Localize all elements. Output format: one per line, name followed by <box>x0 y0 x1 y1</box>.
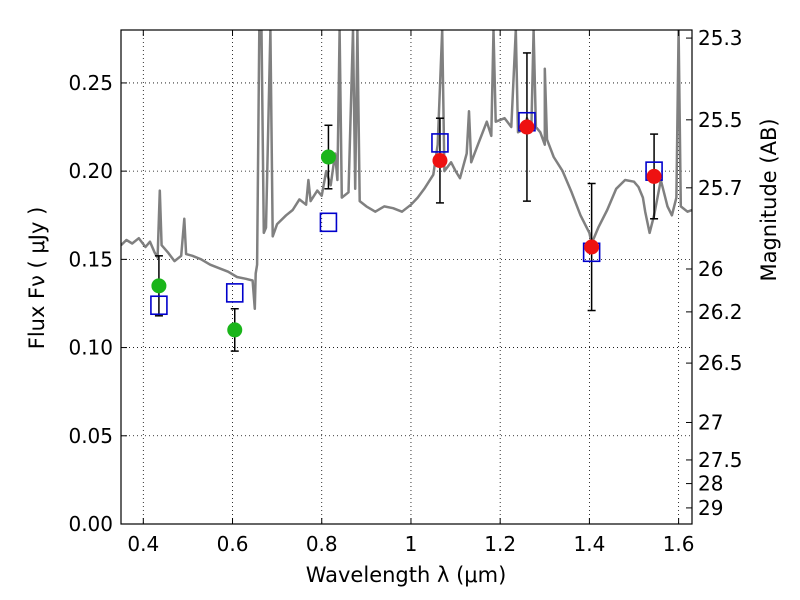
magnitude-tick-label: 25.5 <box>698 108 743 132</box>
y-tick-label: 0.25 <box>68 71 113 95</box>
data-point <box>646 168 662 184</box>
y-tick-label: 0.10 <box>68 336 113 360</box>
magnitude-tick-label: 28 <box>698 472 723 496</box>
model-square <box>150 295 168 316</box>
data-point <box>519 119 535 135</box>
y-tick-label: 0.00 <box>68 512 113 536</box>
ticks <box>121 30 692 525</box>
y-tick-label: 0.20 <box>68 159 113 183</box>
model-spectrum-line <box>121 30 692 311</box>
y-tick-labels: 0.00 0.05 0.10 0.15 0.20 0.25 <box>68 71 113 536</box>
magnitude-tick-label: 26 <box>698 257 723 281</box>
x-tick-labels: 0.4 0.6 0.8 1 1.2 1.4 1.6 <box>127 532 694 556</box>
magnitude-axis-label: Magnitude (AB) <box>757 118 781 281</box>
y-axis-label: Flux Fν ( μJy ) <box>25 207 49 350</box>
data-point <box>320 149 336 165</box>
x-tick-label: 1.4 <box>573 532 605 556</box>
x-axis-label: Wavelength λ (μm) <box>306 563 507 587</box>
x-tick-label: 0.8 <box>306 532 338 556</box>
model-square <box>431 133 449 153</box>
x-tick-label: 1 <box>405 532 418 556</box>
data-point <box>584 239 600 255</box>
magnitude-tick-label: 26.5 <box>698 351 743 375</box>
data-point <box>227 322 243 338</box>
plot-frame <box>120 29 693 525</box>
model-square <box>319 212 338 233</box>
x-tick-label: 0.6 <box>217 532 249 556</box>
markers <box>150 111 663 338</box>
model-spectrum <box>121 30 692 311</box>
x-tick-label: 0.4 <box>127 532 159 556</box>
magnitude-tick-label: 25.3 <box>698 26 743 50</box>
magnitude-tick-label: 27.5 <box>698 448 743 472</box>
magnitude-tick-label: 27 <box>698 410 723 434</box>
data-point <box>432 153 448 169</box>
magnitude-tick-label: 26.2 <box>698 300 743 324</box>
y-tick-label: 0.05 <box>68 424 113 448</box>
grid <box>121 30 692 525</box>
x-tick-label: 1.6 <box>663 532 695 556</box>
model-square <box>225 283 244 303</box>
magnitude-tick-label: 25.7 <box>698 176 743 200</box>
x-tick-label: 1.2 <box>484 532 516 556</box>
error-bars <box>154 52 659 352</box>
data-point <box>151 278 167 294</box>
y-tick-label: 0.15 <box>68 247 113 271</box>
magnitude-tick-label: 29 <box>698 496 723 520</box>
